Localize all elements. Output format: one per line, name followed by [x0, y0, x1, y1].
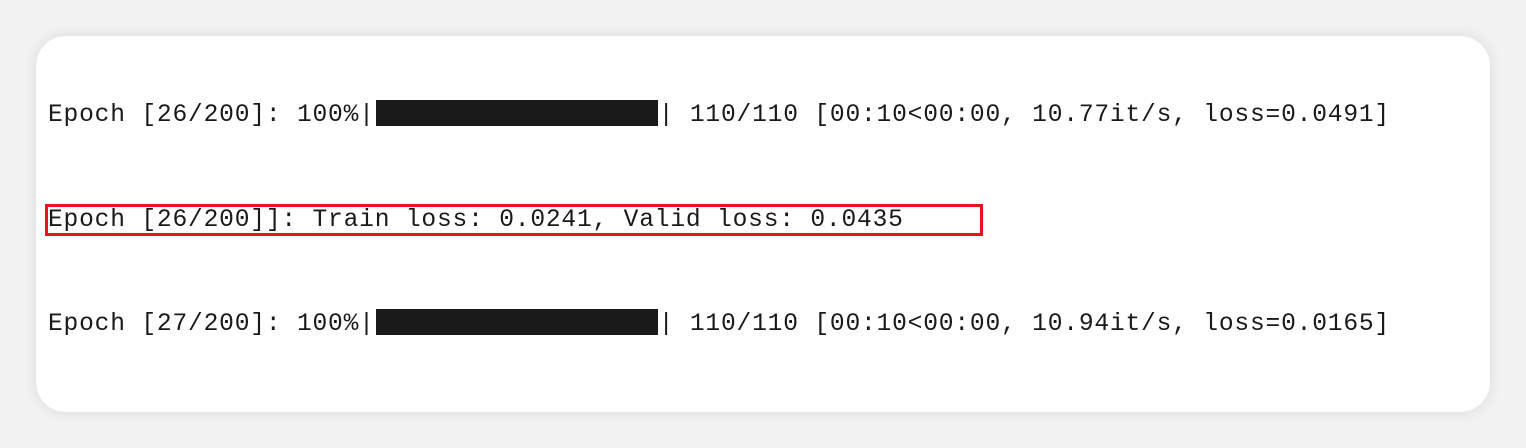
progress-prefix: Epoch [27/200]: 100%|	[48, 310, 375, 338]
training-log: Epoch [26/200]: 100%| | 110/110 [00:10<00…	[48, 36, 1390, 412]
progress-prefix: Epoch [26/200]: 100%|	[48, 102, 375, 130]
epoch-summary-line: Epoch [26/200]]: Train loss: 0.0241, Val…	[48, 206, 904, 234]
progress-line: Epoch [26/200]: 100%| | 110/110 [00:10<00…	[48, 99, 1390, 134]
progress-bar	[375, 100, 658, 127]
progress-suffix: | 110/110 [00:10<00:00, 10.77it/s, loss=…	[658, 102, 1390, 130]
terminal-output-panel: Epoch [26/200]: 100%| | 110/110 [00:10<00…	[36, 36, 1490, 412]
progress-suffix: | 110/110 [00:10<00:00, 10.94it/s, loss=…	[658, 310, 1390, 338]
progress-bar	[375, 308, 658, 335]
progress-line: Epoch [27/200]: 100%| | 110/110 [00:10<00…	[48, 308, 1390, 343]
